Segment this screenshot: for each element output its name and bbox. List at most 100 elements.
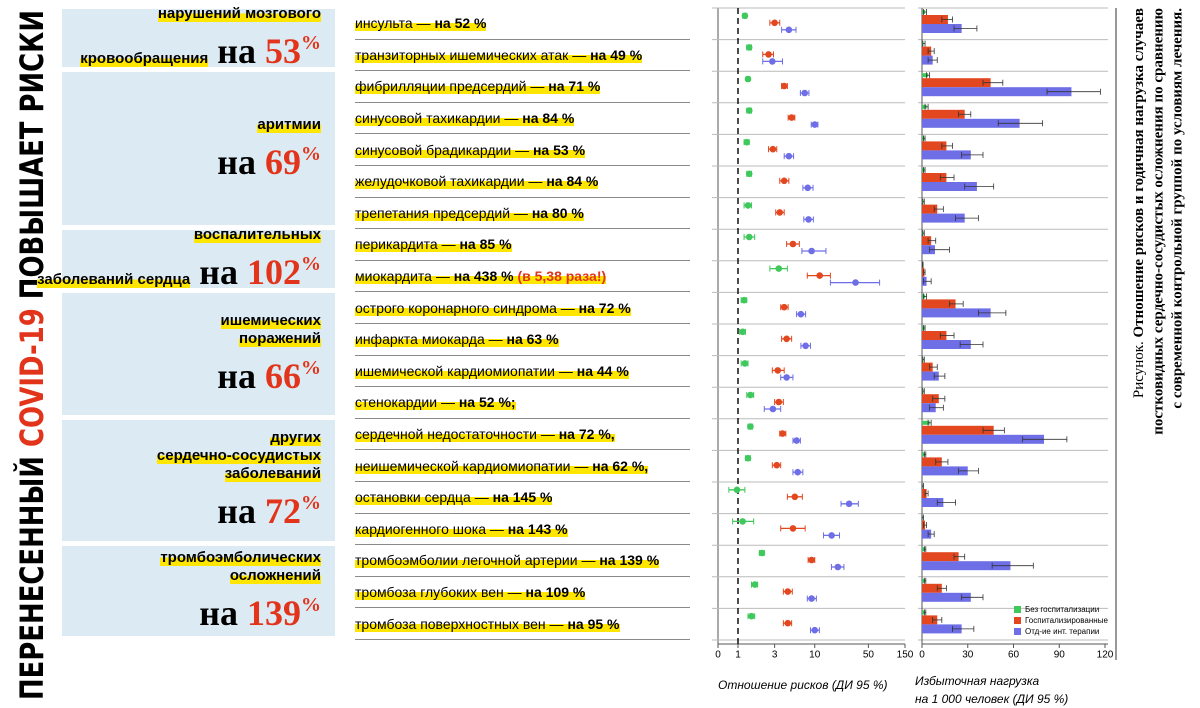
outcome-label: транзиторных ишемических атак — [355,46,587,63]
group-label: аритмии [257,115,321,133]
outcome-row: стенокардии — на 52 %; [355,387,690,419]
group-effect: на 72% [217,483,321,531]
bar [922,55,933,65]
outcome-effect: на 84 % [522,110,575,127]
point [784,619,792,627]
group-label-line: тромбоэмболических [160,549,321,567]
outcome-label: сердечной недостаточности — [355,426,555,443]
outcome-text: остановки сердца — на 145 % [355,489,553,506]
point [852,279,859,286]
x-tick-label: 150 [897,650,914,661]
bar [922,578,926,583]
group-label-line: ишемических [220,312,321,330]
group-label: нарушений мозгового [157,5,321,23]
outcome-row: миокардита — на 438 % (в 5,38 раза!) [355,261,690,293]
bar [922,236,932,246]
bar [922,615,938,625]
group-label: тромбоэмболических [160,549,321,567]
point [741,360,749,367]
point [745,233,753,241]
outcome-row: острого коронарного синдрома — на 72 % [355,292,690,324]
outcome-row: перикардита — на 85 % [355,229,690,261]
legend-swatch [1014,628,1021,635]
point [808,556,815,564]
point [744,202,752,209]
caption-lead: Рисунок. [1131,341,1147,398]
x-tick-label: 30 [962,650,974,661]
bar [922,420,930,425]
x-tick-label: 10 [809,650,821,661]
point [783,374,790,381]
x-axis-label: на 1 000 человек (ДИ 95 %) [915,692,1068,706]
effect-value: 66 [265,356,301,397]
outcome-text: трепетания предсердий — на 80 % [355,204,584,221]
outcome-row: тромбоза глубоких вен — на 109 % [355,577,690,609]
outcome-text: тромбоза глубоких вен — на 109 % [355,584,586,601]
outcome-effect: на 139 % [599,552,660,569]
outcome-text: тромбоза поверхностных вен — на 95 % [355,615,620,632]
bar [922,466,968,476]
bar [922,624,962,634]
x-tick-label: 3 [772,650,778,661]
point [791,493,799,501]
outcome-effect: на 84 % [546,173,599,190]
point [745,107,753,114]
bar [922,182,977,191]
bar [922,552,959,562]
outcome-effect: на 95 % [567,615,620,632]
point [739,518,746,525]
outcome-label: синусовой тахикардии — [355,110,519,127]
effect-unit: % [301,492,321,515]
outcome-label: острого коронарного синдрома — [355,299,575,316]
title-suffix: ПОВЫШАЕТ РИСКИ [13,10,51,299]
bar [922,173,947,182]
group-effect: кровообращения на 53% [80,23,321,71]
outcome-effect: на 71 % [548,78,601,95]
point [801,89,809,97]
outcome-effect: на 143 % [507,520,568,537]
caption-line: постковидных сердечно-сосудистых осложне… [1150,8,1166,435]
outcome-text: тромбоэмболии легочной артерии — на 139 … [355,552,660,569]
point [785,26,793,34]
bar [922,529,932,539]
bar [922,141,947,151]
outcome-label: тромбоза глубоких вен — [355,584,522,601]
group-box: других сердечно-сосудистых заболеваний на 7… [62,419,335,542]
point [828,532,835,539]
effect-prefix: на [199,252,238,293]
outcome-effect: на 145 % [492,489,553,506]
x-tick-label: 0 [919,650,925,661]
bar [922,299,956,309]
outcome-text: инфаркта миокарда — на 63 % [355,331,559,348]
outcome-row: кардиогенного шока — на 143 % [355,514,690,546]
bar [922,371,939,381]
point [779,430,786,437]
group-box: воспалительных заболеваний сердца на 102% [37,226,335,292]
outcome-label: ишемической кардиомиопатии — [355,362,573,379]
outcome-label: синусовой брадикардии — [355,141,530,158]
outcome-effect: на 52 %; [458,394,516,411]
outcome-effect: на 53 % [532,141,586,158]
point [797,310,805,318]
x-axis-label: Избыточная нагрузка [915,674,1040,688]
title-highlight: COVID-19 [13,308,51,447]
outcome-effect: на 63 % [506,331,559,348]
bar [922,78,991,88]
point [794,468,802,476]
outcome-text: ишемической кардиомиопатии — на 44 % [355,362,629,379]
outcome-effect: на 52 % [434,15,487,32]
outcome-text: инсульта — на 52 % [355,15,487,32]
effect-value: 102 [247,252,301,293]
bar [922,150,971,160]
bar [922,213,965,223]
bar [922,331,947,340]
effect-prefix: на [217,31,256,72]
outcome-row: синусовой тахикардии — на 84 % [355,103,690,135]
point [808,247,815,255]
point [773,461,781,469]
legend-label: Отд-ие инт. терапии [1025,627,1099,636]
point [805,216,812,223]
point [744,454,752,462]
outcome-effect: на 109 % [525,584,586,601]
